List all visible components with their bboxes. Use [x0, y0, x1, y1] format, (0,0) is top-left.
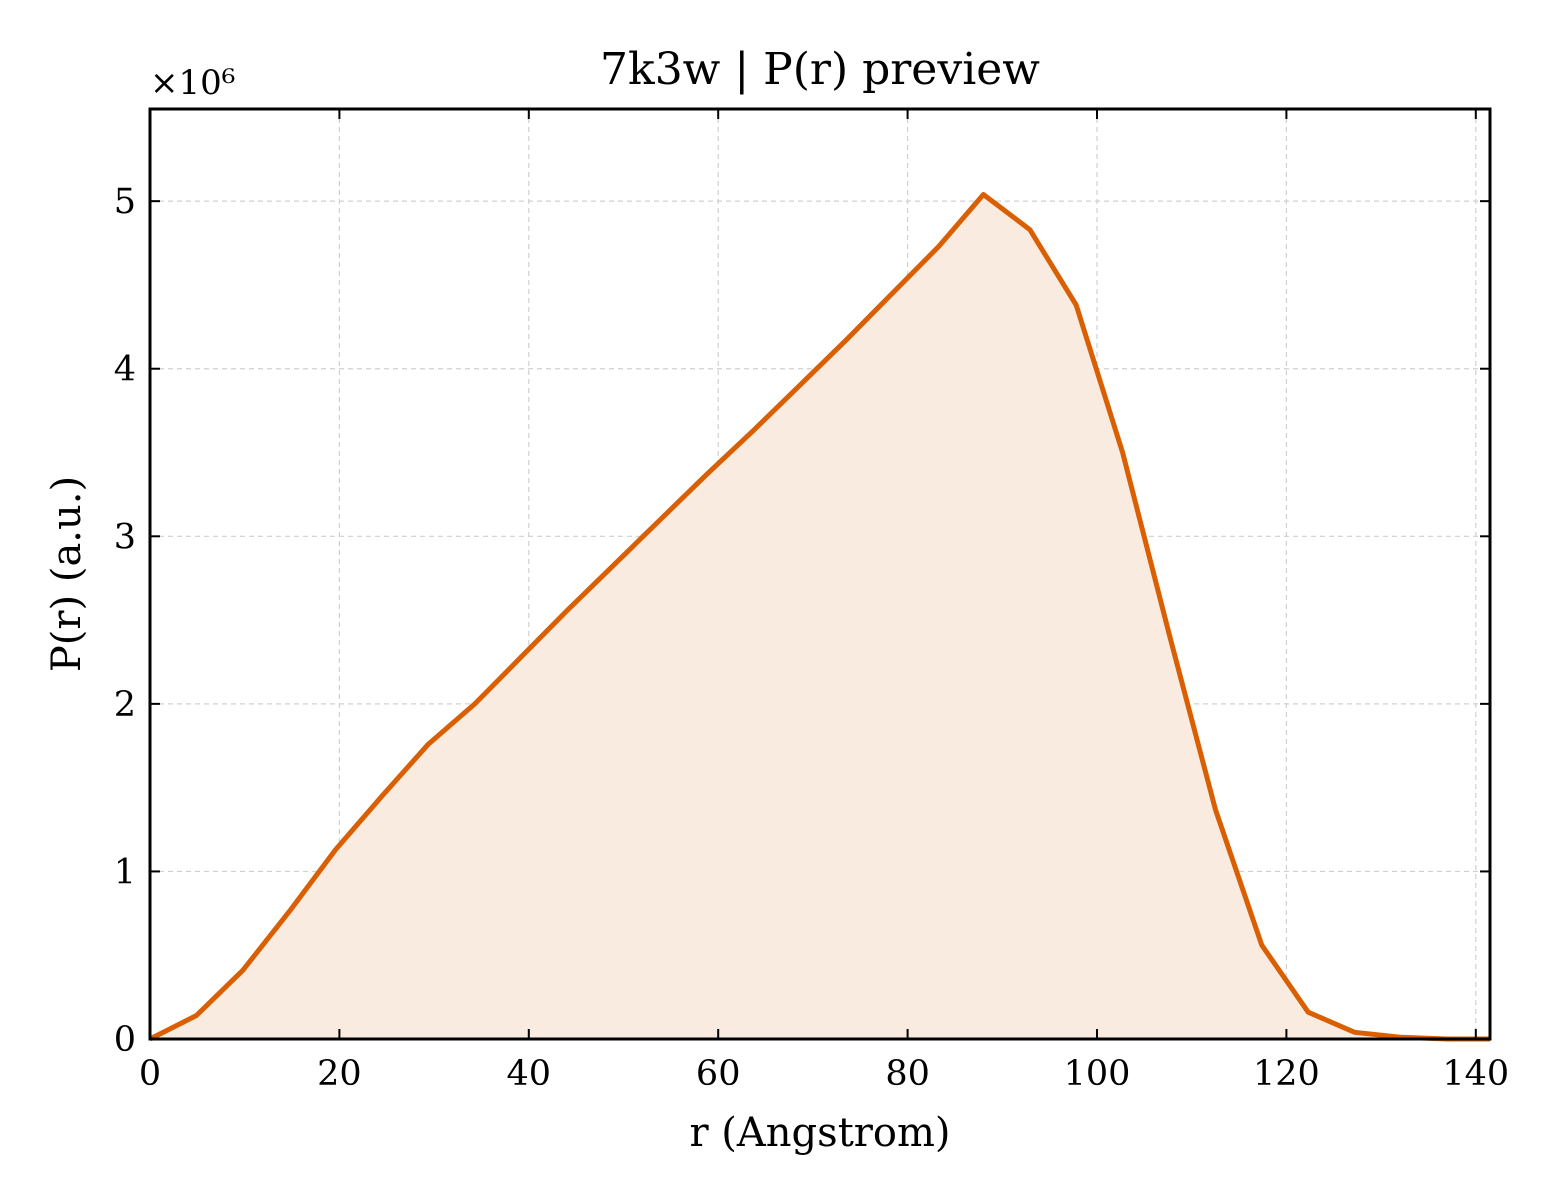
y-axis-label: P(r) (a.u.) [44, 476, 90, 672]
y-tick-label: 4 [114, 350, 136, 390]
x-tick-label: 20 [317, 1054, 362, 1094]
pr-area-fill [150, 194, 1490, 1039]
pr-series-line [148, 192, 1490, 1042]
y-tick-label: 1 [114, 852, 136, 892]
x-tick-label: 40 [507, 1054, 552, 1094]
x-tick-label: 0 [139, 1054, 161, 1094]
x-tick-label: 100 [1064, 1054, 1131, 1094]
axis-ticks: 0 20 40 60 80 100 120 140 0 1 2 3 4 5 [114, 109, 1509, 1094]
chart-title: 7k3w | P(r) preview [600, 44, 1040, 95]
x-tick-label: 60 [696, 1054, 741, 1094]
y-tick-label: 5 [114, 182, 136, 222]
x-axis-label: r (Angstrom) [689, 1110, 950, 1156]
plot-frame [148, 107, 1492, 1041]
y-multiplier-label: ×10⁶ [150, 63, 235, 103]
x-tick-label: 140 [1442, 1054, 1509, 1094]
y-tick-label: 2 [114, 685, 136, 725]
x-tick-label: 120 [1253, 1054, 1320, 1094]
x-tick-label: 80 [885, 1054, 930, 1094]
y-tick-label: 3 [114, 517, 136, 557]
y-tick-label: 0 [114, 1020, 136, 1060]
